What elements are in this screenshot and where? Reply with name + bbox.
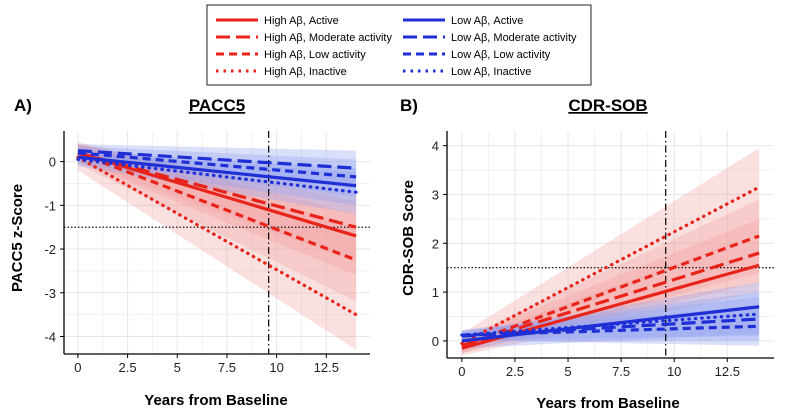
y-tick-label: 2 — [432, 236, 439, 251]
legend-label: High Aβ, Moderate activity — [264, 32, 392, 44]
panel-label: B) — [400, 96, 418, 115]
series-line — [76, 157, 358, 194]
x-tick-label: 0 — [74, 360, 81, 375]
x-axis-label: Years from Baseline — [144, 392, 287, 409]
confidence-band — [77, 144, 357, 276]
x-tick-label: 7.5 — [218, 360, 236, 375]
series-line — [461, 251, 760, 348]
y-tick-label: 1 — [432, 285, 439, 300]
confidence-band — [461, 199, 760, 354]
x-tick-label: 2.5 — [506, 364, 524, 379]
y-tick-label: 0 — [432, 334, 439, 349]
legend-label: High Aβ, Active — [264, 15, 339, 27]
y-axis-label: CDR-SOB Score — [400, 180, 417, 296]
plot-background — [447, 131, 774, 358]
panel-label: A) — [14, 96, 32, 115]
legend-box — [206, 4, 592, 86]
y-tick-label: -2 — [44, 242, 56, 257]
x-axis-label: Years from Baseline — [536, 395, 679, 412]
y-tick-label: -3 — [44, 286, 56, 301]
series-line — [461, 234, 760, 348]
x-tick-label: 7.5 — [612, 364, 630, 379]
chart-title: PACC5 — [189, 96, 245, 115]
legend-label: Low Aβ, Active — [451, 15, 523, 27]
x-tick-label: 0 — [458, 364, 465, 379]
series-line — [460, 312, 761, 337]
x-tick-label: 2.5 — [119, 360, 137, 375]
panel-cdrsob: B) CDR-SOB CDR-SOB Score Years from Base… — [400, 96, 774, 412]
plot-area: 0 2.5 5 7.5 10 12.5 0 -1 -2 -3 -4 — [44, 131, 370, 375]
legend-label: High Aβ, Inactive — [264, 66, 347, 78]
y-tick-label: -1 — [44, 198, 56, 213]
series-line — [77, 151, 357, 262]
chart-title: CDR-SOB — [568, 96, 647, 115]
y-tick-label: 4 — [432, 139, 439, 154]
legend-label: Low Aβ, Inactive — [451, 66, 531, 78]
x-tick-label: 12.5 — [715, 364, 740, 379]
x-tick-label: 12.5 — [314, 360, 339, 375]
confidence-band — [461, 148, 760, 354]
series-line — [461, 317, 760, 338]
series-line — [77, 155, 357, 188]
y-tick-label: 0 — [49, 155, 56, 170]
legend-label: Low Aβ, Low activity — [451, 49, 551, 61]
x-tick-label: 5 — [564, 364, 571, 379]
confidence-band — [77, 141, 357, 302]
x-tick-label: 5 — [174, 360, 181, 375]
x-tick-label: 10 — [667, 364, 681, 379]
y-tick-label: -4 — [44, 330, 56, 345]
series-line — [460, 185, 761, 345]
legend-label: High Aβ, Low activity — [264, 49, 366, 61]
series-line — [77, 151, 357, 179]
series-line — [461, 324, 760, 337]
series-line — [77, 149, 357, 170]
legend-label: Low Aβ, Moderate activity — [451, 32, 577, 44]
panel-pacc5: A) PACC5 PACC5 z-Score Years from Baseli… — [9, 96, 370, 409]
plot-area: 0 2.5 5 7.5 10 12.5 0 1 2 3 4 — [432, 131, 774, 379]
x-tick-label: 10 — [269, 360, 283, 375]
y-axis-label: PACC5 z-Score — [9, 184, 26, 292]
series-line — [76, 155, 358, 317]
legend: High Aβ, Active High Aβ, Moderate activit… — [206, 4, 592, 86]
y-tick-label: 3 — [432, 187, 439, 202]
